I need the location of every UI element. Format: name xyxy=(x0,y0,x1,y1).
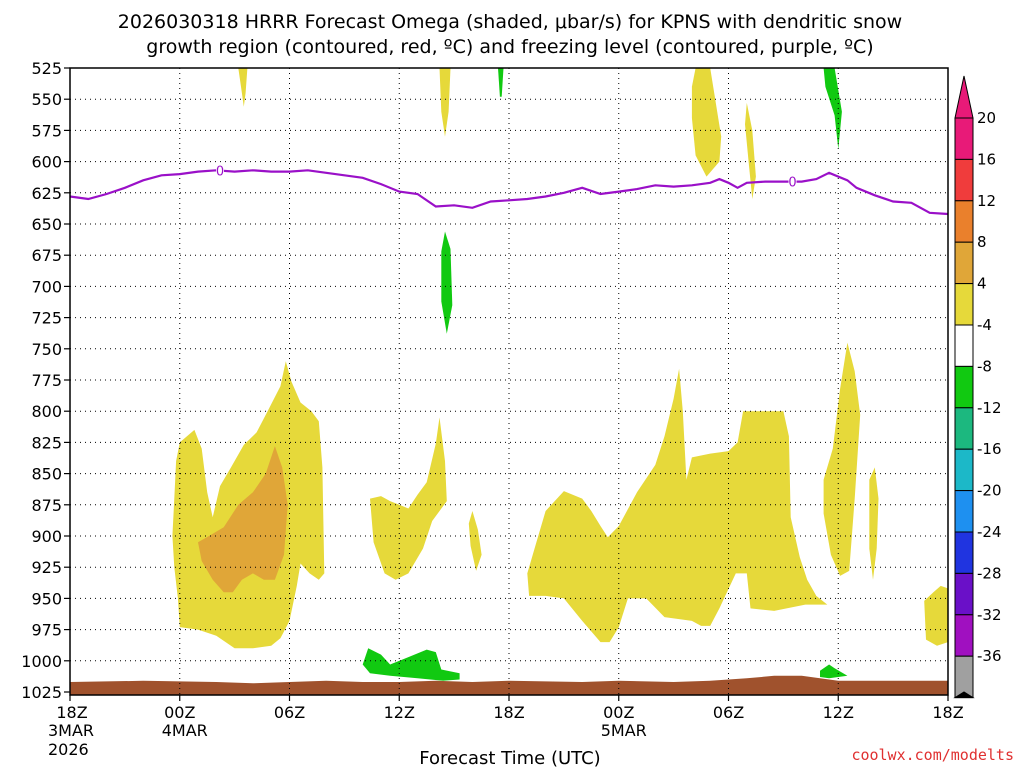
y-tick-label-1025: 1025 xyxy=(21,683,62,702)
freezing-level-layer: 00 xyxy=(69,164,949,216)
freezing-label-bg-0 xyxy=(215,164,224,177)
colorbar-label-13: -36 xyxy=(977,647,1002,665)
colorbar-bin-6 xyxy=(954,365,974,409)
x-tick-label-12: 06Z xyxy=(274,703,305,722)
y-tick-label-625: 625 xyxy=(31,184,62,203)
omega-region-10 xyxy=(527,368,828,643)
colorbar-bin-13 xyxy=(954,655,974,699)
colorbar-top-arrow xyxy=(954,75,974,119)
freezing-level-label-1: 0 xyxy=(788,176,796,191)
y-axis: 525 550 575 600 625 650 675 700 725 750 775 800 825 8… xyxy=(21,59,70,702)
x-tick-label-30: 00Z xyxy=(603,703,634,722)
colorbar-label-4: 4 xyxy=(977,275,987,293)
colorbar-bottom-arrow xyxy=(953,691,975,699)
chart-title-line2: growth region (contoured, red, ºC) and f… xyxy=(146,36,873,58)
colorbar-label-5: -4 xyxy=(977,316,992,334)
colorbar-label-2: 12 xyxy=(977,192,996,210)
colorbar-bin-2 xyxy=(954,200,974,243)
omega-region-5 xyxy=(823,68,842,150)
colorbar-label-11: -28 xyxy=(977,564,1002,582)
omega-region-11 xyxy=(823,342,861,576)
colorbar: 20 16 12 8 4 -4 -8 -12 -16 -20 -24 -28 -32 -36 xyxy=(953,75,1002,699)
chart-title-line1: 2026030318 HRRR Forecast Omega (shaded, … xyxy=(118,11,902,33)
terrain-fill xyxy=(70,675,948,695)
omega-region-3 xyxy=(745,102,756,199)
omega-region-13 xyxy=(924,585,948,646)
omega-region-8 xyxy=(370,417,447,580)
colorbar-bin-9 xyxy=(954,490,974,533)
y-tick-label-750: 750 xyxy=(31,340,62,359)
x-tick-label-24: 18Z xyxy=(493,703,524,722)
omega-region-14 xyxy=(198,446,288,593)
colorbar-bin-5 xyxy=(954,324,974,367)
omega-region-15 xyxy=(362,648,460,681)
y-tick-label-875: 875 xyxy=(31,496,62,515)
x-tick-label-36: 06Z xyxy=(713,703,744,722)
colorbar-bin-10 xyxy=(954,531,974,574)
colorbar-label-7: -12 xyxy=(977,399,1002,417)
y-tick-label-600: 600 xyxy=(31,153,62,172)
y-tick-label-925: 925 xyxy=(31,558,62,577)
y-tick-label-525: 525 xyxy=(31,59,62,78)
y-tick-label-1000: 1000 xyxy=(21,652,62,671)
credit-text: coolwx.com/modelts xyxy=(851,746,1014,764)
colorbar-label-12: -32 xyxy=(977,606,1002,624)
colorbar-bin-12 xyxy=(954,614,974,657)
freezing-level-line xyxy=(69,169,949,216)
y-tick-label-950: 950 xyxy=(31,589,62,608)
colorbar-bin-8 xyxy=(954,448,974,492)
x-tick-label-42: 12Z xyxy=(823,703,854,722)
y-tick-label-825: 825 xyxy=(31,433,62,452)
y-tick-label-850: 850 xyxy=(31,465,62,484)
colorbar-label-6: -8 xyxy=(977,357,992,375)
y-tick-label-675: 675 xyxy=(31,246,62,265)
omega-region-9 xyxy=(468,511,482,571)
y-tick-label-800: 800 xyxy=(31,402,62,421)
colorbar-label-10: -24 xyxy=(977,523,1002,541)
y-tick-label-725: 725 xyxy=(31,309,62,328)
y-tick-label-975: 975 xyxy=(31,621,62,640)
y-tick-label-550: 550 xyxy=(31,90,62,109)
y-tick-label-650: 650 xyxy=(31,215,62,234)
colorbar-label-8: -16 xyxy=(977,440,1002,458)
colorbar-bin-7 xyxy=(954,407,974,450)
colorbar-label-9: -20 xyxy=(977,482,1002,500)
colorbar-bin-4 xyxy=(954,283,974,326)
omega-region-4 xyxy=(498,68,504,97)
colorbar-bin-11 xyxy=(954,572,974,616)
terrain-layer xyxy=(70,675,948,695)
y-tick-label-700: 700 xyxy=(31,277,62,296)
colorbar-bin-1 xyxy=(954,158,974,202)
omega-region-1 xyxy=(439,68,451,137)
colorbar-bin-3 xyxy=(954,241,974,285)
x-tick-label-48: 18Z xyxy=(932,703,963,722)
y-tick-label-775: 775 xyxy=(31,371,62,390)
freezing-label-bg-1 xyxy=(788,175,797,188)
y-tick-label-575: 575 xyxy=(31,121,62,140)
omega-region-6 xyxy=(441,231,453,334)
omega-region-0 xyxy=(238,68,248,107)
omega-shading-layer xyxy=(172,68,948,681)
x-tick-date-0: 3MAR xyxy=(48,721,94,740)
omega-region-2 xyxy=(691,68,722,177)
colorbar-label-1: 16 xyxy=(977,150,996,168)
freezing-level-label-0: 0 xyxy=(216,165,224,180)
x-tick-year-0: 2026 xyxy=(48,740,89,759)
colorbar-bin-0 xyxy=(954,117,974,160)
omega-region-12 xyxy=(869,467,879,580)
x-tick-label-6: 00Z xyxy=(164,703,195,722)
x-tick-date-6: 4MAR xyxy=(162,721,208,740)
x-axis-title: Forecast Time (UTC) xyxy=(419,748,600,768)
y-tick-label-900: 900 xyxy=(31,527,62,546)
x-tick-date-30: 5MAR xyxy=(601,721,647,740)
colorbar-label-3: 8 xyxy=(977,233,987,251)
x-tick-label-18: 12Z xyxy=(384,703,415,722)
colorbar-label-0: 20 xyxy=(977,109,996,127)
omega-region-16 xyxy=(820,664,848,679)
x-tick-label-0: 18Z xyxy=(56,703,87,722)
